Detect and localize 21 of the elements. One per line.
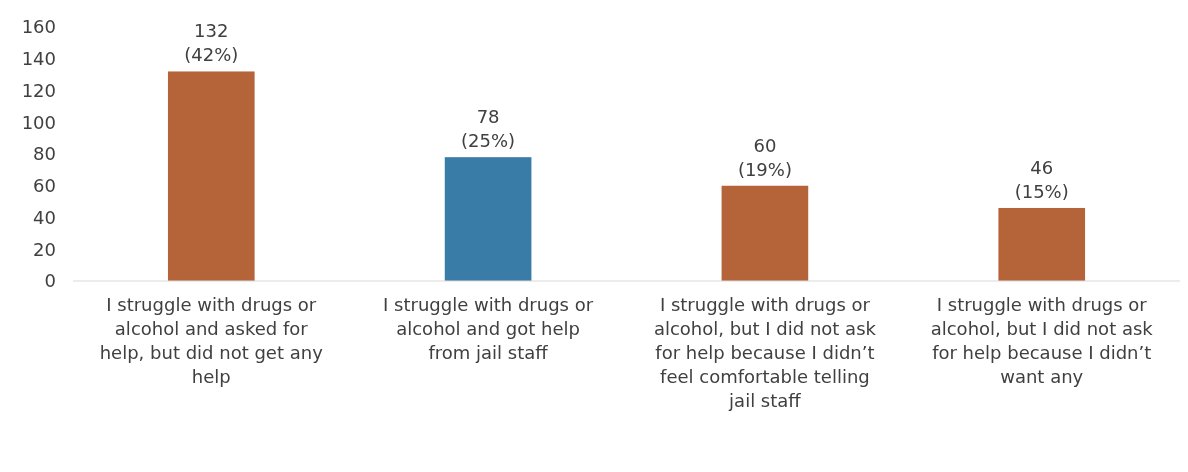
y-tick-label: 0 (44, 270, 56, 292)
x-tick-label: I struggle with drugs or alcohol and asked for help, but did not get any help (99, 294, 324, 387)
data-label: 60 (19%) (737, 134, 792, 180)
y-tick-label: 40 (33, 206, 56, 228)
y-tick-label: 100 (21, 111, 56, 133)
y-tick-label: 80 (33, 143, 56, 165)
data-label: 132 (42%) (184, 20, 239, 66)
y-tick-label: 160 (21, 16, 56, 38)
y-tick-label: 120 (21, 79, 56, 101)
y-tick-label: 140 (21, 48, 56, 70)
bar (167, 71, 255, 281)
data-label: 78 (25%) (461, 106, 516, 152)
bar (444, 157, 532, 281)
y-tick-label: 60 (33, 175, 56, 197)
x-tick-label: I struggle with drugs or alcohol, but I did not ask for help because I didn’t feel comfortable telling jail staff (653, 294, 877, 411)
x-tick-label: I struggle with drugs or alcohol and got help from jail staff (383, 294, 594, 363)
bar (998, 207, 1086, 281)
x-tick-label: I struggle with drugs or alcohol, but I did not ask for help because I didn’t want any (930, 294, 1154, 387)
data-label: 46 (15%) (1014, 156, 1069, 202)
bar (721, 185, 809, 281)
y-tick-label: 20 (33, 238, 56, 260)
